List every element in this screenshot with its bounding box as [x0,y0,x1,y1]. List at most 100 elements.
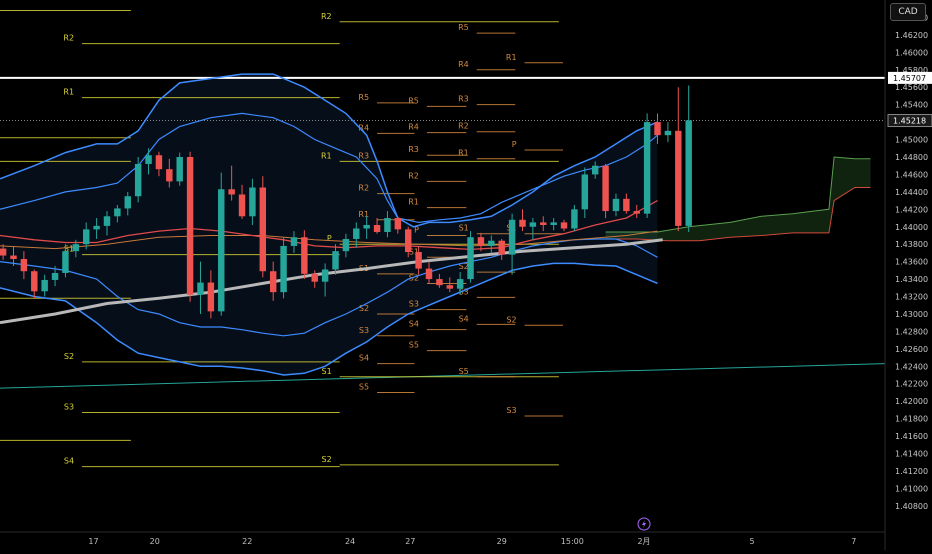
price-marker-label: 1.45707 [893,74,926,83]
candle-body [425,268,433,280]
candle-body [114,208,121,217]
price-tick-label: 1.44200 [895,205,928,214]
candle [384,211,391,238]
candle-body [405,229,412,253]
candle [218,172,225,316]
candle-body [550,222,557,226]
candle [176,152,183,186]
price-tick-label: 1.42800 [895,327,928,336]
candle-body [166,169,173,182]
price-tick-label: 1.46000 [895,48,928,57]
candle [456,272,464,295]
price-axis-bg [885,0,932,550]
candle [342,233,350,258]
pivot-label: R1 [408,198,419,207]
candle-body [342,238,350,252]
candle-body [197,282,204,295]
candle [560,219,568,232]
pivot-label: S3 [64,403,74,412]
candle-body [602,165,609,212]
pivot-label: S1 [459,224,469,233]
candle [415,245,422,275]
candle [114,204,121,223]
price-tick-label: 1.44600 [895,170,928,179]
currency-label[interactable]: CAD [890,3,926,21]
candle [197,261,204,314]
price-tick-label: 1.46200 [895,31,928,40]
pivot-label: P [327,234,332,243]
candle [280,237,287,299]
candle-body [384,218,391,232]
candle [290,231,298,253]
price-marker-badge [888,71,932,84]
candle [581,167,589,219]
candle [155,151,163,177]
candle [124,191,131,216]
pivot-label: S5 [359,382,369,391]
candle [103,211,111,236]
candle [488,235,495,253]
candle-body [51,272,59,280]
candle [373,218,381,234]
candle [654,113,661,144]
candle-body [498,240,505,255]
candle [664,122,672,143]
pivot-label: S1 [409,247,419,256]
candle-body [82,229,90,245]
candle [602,163,609,219]
time-tick-label: 2月 [637,537,650,546]
pivot-label: S2 [64,352,74,361]
pivot-label: S3 [459,287,469,296]
candle [498,238,505,260]
candle-body [540,222,547,226]
candle-body [581,174,589,210]
candle [93,218,100,239]
candle-body [363,225,370,229]
candle [0,244,7,260]
pivot-label: R3 [408,145,419,154]
candle-body [301,237,308,274]
pivot-label: S5 [409,341,419,350]
pivot-label: S2 [409,273,419,282]
price-tick-label: 1.42000 [895,397,928,406]
lightning-icon-bolt [642,520,647,528]
price-tick-label: 1.41400 [895,450,928,459]
candle [269,261,277,301]
time-tick-label: 27 [405,537,415,546]
candle-body [124,196,131,209]
bollinger-inner-lower [0,238,658,337]
pivot-label: P [512,140,517,149]
pivot-label: R2 [358,184,369,193]
candle-body [228,189,235,195]
candle [519,209,526,232]
candle [31,269,38,299]
candle-body [218,189,225,312]
candle [353,222,360,248]
candle-body [612,198,620,212]
candle [643,113,651,219]
trend-line [0,363,886,389]
candle-body [249,187,256,217]
candle-body [560,222,568,229]
pivot-label: R2 [321,12,332,21]
candle [51,266,59,287]
candle [20,251,28,280]
pivot-label: S3 [506,406,516,415]
candle-body [62,251,69,273]
pivot-label: S5 [459,367,469,376]
candle [134,156,142,203]
candle [238,184,246,219]
candle-body [456,279,464,289]
candle [425,261,433,284]
pivot-label: S2 [359,304,369,313]
price-tick-label: 1.43000 [895,310,928,319]
candle [508,213,516,275]
ichimoku-cloud [605,157,871,241]
candle-body [373,225,381,232]
candle [477,232,485,252]
candle [540,216,547,232]
pivot-label: R2 [458,122,469,131]
candle-body [353,228,360,239]
